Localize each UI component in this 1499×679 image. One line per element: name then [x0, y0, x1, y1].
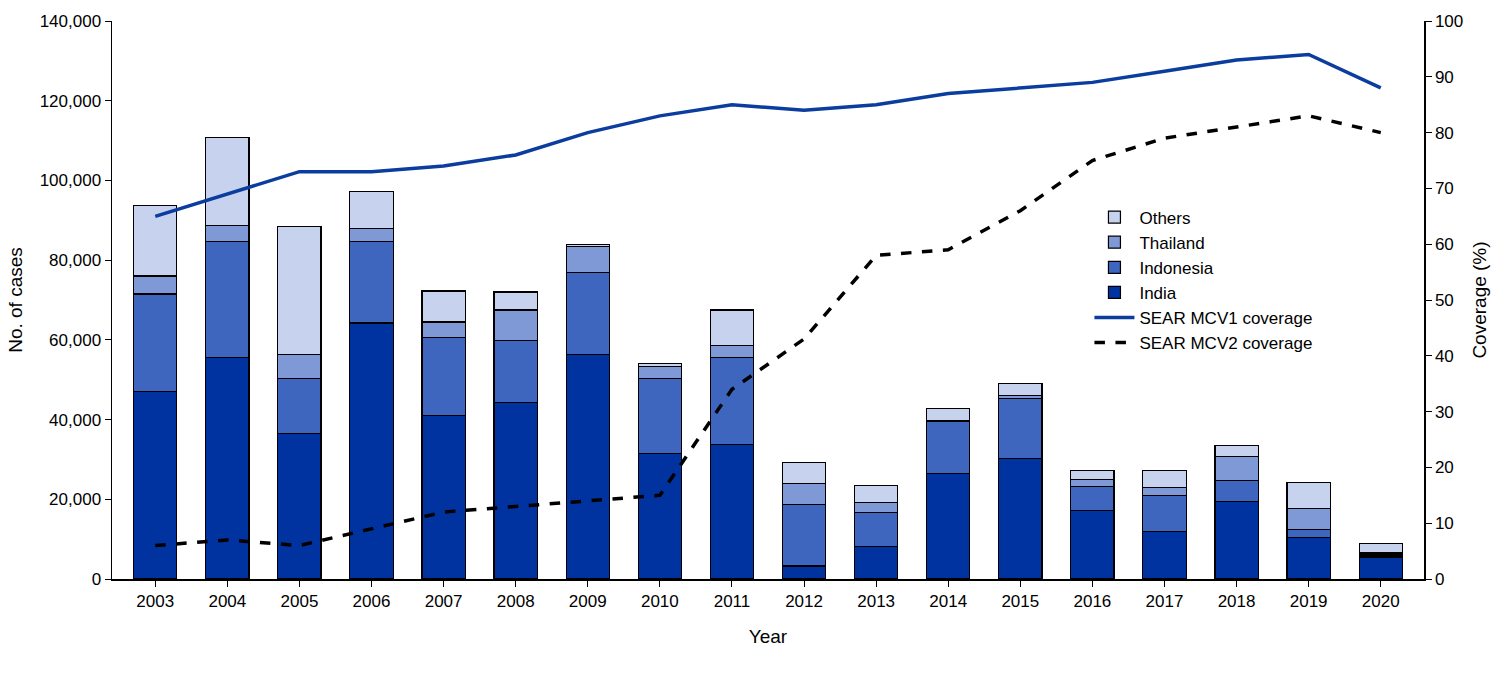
svg-text:10: 10 — [1435, 514, 1454, 533]
svg-text:2014: 2014 — [929, 592, 967, 611]
svg-text:2017: 2017 — [1146, 592, 1184, 611]
svg-text:140,000: 140,000 — [40, 12, 101, 31]
svg-text:2006: 2006 — [353, 592, 391, 611]
svg-text:SEAR MCV2 coverage: SEAR MCV2 coverage — [1139, 334, 1312, 353]
svg-text:2003: 2003 — [136, 592, 174, 611]
svg-text:Indonesia: Indonesia — [1139, 259, 1213, 278]
svg-text:2013: 2013 — [857, 592, 895, 611]
svg-text:Year: Year — [749, 626, 788, 647]
svg-text:2012: 2012 — [785, 592, 823, 611]
svg-text:20: 20 — [1435, 458, 1454, 477]
svg-text:2010: 2010 — [641, 592, 679, 611]
svg-text:80: 80 — [1435, 124, 1454, 143]
svg-text:0: 0 — [92, 570, 101, 589]
svg-text:120,000: 120,000 — [40, 92, 101, 111]
svg-text:40,000: 40,000 — [49, 411, 101, 430]
svg-text:40: 40 — [1435, 347, 1454, 366]
svg-text:100: 100 — [1435, 12, 1463, 31]
svg-text:2011: 2011 — [714, 592, 751, 611]
svg-text:2015: 2015 — [1001, 592, 1039, 611]
svg-text:2019: 2019 — [1290, 592, 1328, 611]
svg-text:2009: 2009 — [569, 592, 607, 611]
svg-text:2020: 2020 — [1362, 592, 1400, 611]
svg-text:90: 90 — [1435, 68, 1454, 87]
svg-text:60: 60 — [1435, 235, 1454, 254]
svg-text:80,000: 80,000 — [49, 251, 101, 270]
svg-text:Coverage (%): Coverage (%) — [1469, 241, 1490, 358]
svg-text:100,000: 100,000 — [40, 171, 101, 190]
svg-text:2018: 2018 — [1218, 592, 1256, 611]
svg-text:70: 70 — [1435, 179, 1454, 198]
svg-text:India: India — [1139, 284, 1176, 303]
svg-text:SEAR MCV1 coverage: SEAR MCV1 coverage — [1139, 309, 1312, 328]
svg-text:2004: 2004 — [208, 592, 246, 611]
svg-text:2005: 2005 — [281, 592, 319, 611]
svg-text:Thailand: Thailand — [1139, 234, 1204, 253]
svg-text:2007: 2007 — [425, 592, 463, 611]
svg-text:No. of cases: No. of cases — [5, 247, 26, 353]
svg-text:30: 30 — [1435, 403, 1454, 422]
svg-text:2016: 2016 — [1073, 592, 1111, 611]
svg-text:0: 0 — [1435, 570, 1444, 589]
svg-text:2008: 2008 — [497, 592, 535, 611]
svg-text:Others: Others — [1139, 209, 1190, 228]
svg-text:50: 50 — [1435, 291, 1454, 310]
svg-text:60,000: 60,000 — [49, 331, 101, 350]
svg-text:20,000: 20,000 — [49, 490, 101, 509]
